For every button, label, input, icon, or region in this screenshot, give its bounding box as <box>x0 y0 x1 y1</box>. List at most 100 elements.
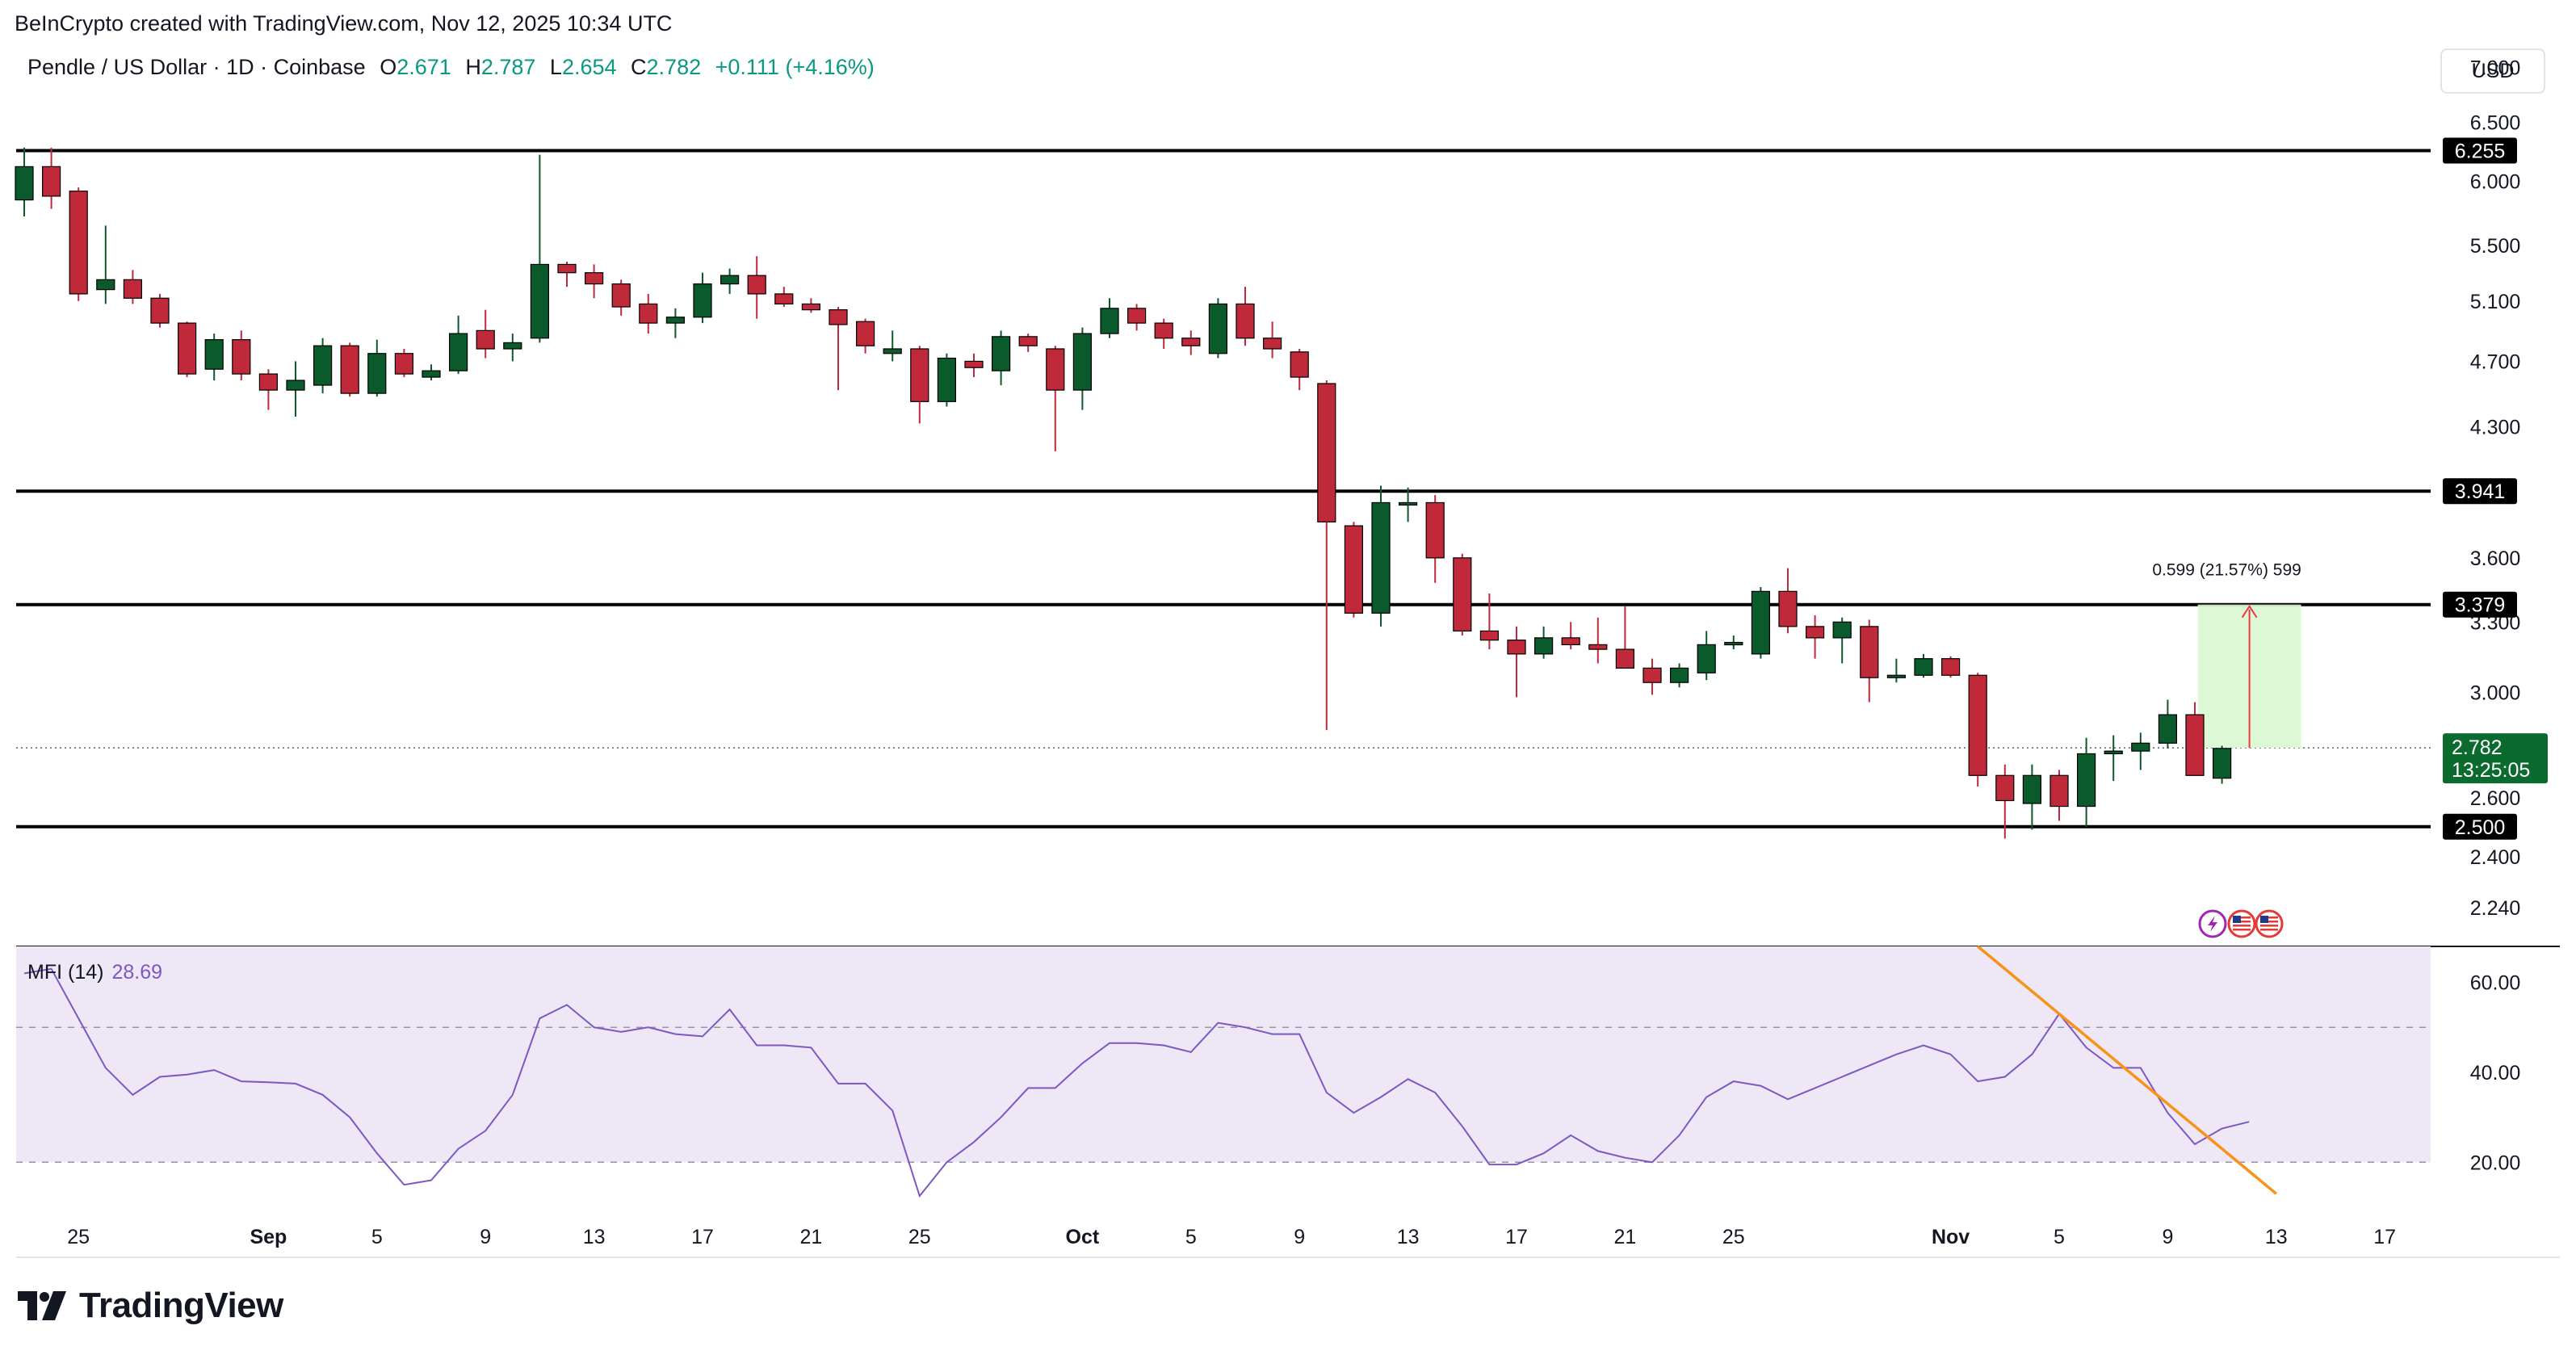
candle-2025-10-19 <box>1561 622 1580 650</box>
candle-2025-10-01 <box>1072 327 1093 410</box>
candle-body <box>1262 338 1282 350</box>
tradingview-logo-icon <box>18 1291 66 1320</box>
candle-body <box>1371 501 1391 614</box>
candle-2025-11-03 <box>1968 673 1987 787</box>
candle-2025-10-25 <box>1724 636 1743 650</box>
candle-body <box>2185 714 2205 776</box>
candle-2025-11-01 <box>1914 653 1933 678</box>
candle-body <box>422 370 441 378</box>
level-tag-bg-3.941 <box>2443 478 2517 505</box>
candle-2025-10-20 <box>1588 617 1608 664</box>
time-tick-Oct: Oct <box>1066 1226 1100 1248</box>
candle-2025-08-26 <box>96 225 115 304</box>
candle-2025-08-27 <box>123 270 142 304</box>
candle-body <box>448 333 468 371</box>
candle-body <box>1154 322 1173 339</box>
candle-body <box>1208 303 1228 354</box>
candle-body <box>937 357 957 402</box>
time-tick-13: 13 <box>2265 1226 2288 1248</box>
candle-body <box>123 279 142 299</box>
measure-arrow-head <box>2241 604 2258 619</box>
price-range-measure: 0.599 (21.57%) 599 <box>2152 561 2301 749</box>
price-tick-5.500: 5.500 <box>2470 235 2521 258</box>
candle-body <box>855 321 875 346</box>
candle-2025-11-07 <box>2077 737 2096 827</box>
candle-2025-10-08 <box>1262 321 1282 359</box>
us-flag-stripe <box>2233 925 2251 927</box>
mfi-trendline <box>1977 945 2277 1195</box>
candle-body <box>313 345 333 386</box>
candle-body <box>2104 750 2123 755</box>
time-tick-17: 17 <box>691 1226 714 1248</box>
level-tag-bg-3.379 <box>2443 591 2517 618</box>
time-tick-13: 13 <box>583 1226 606 1248</box>
candle-2025-10-13 <box>1398 487 1418 522</box>
us-flag-icon <box>2255 909 2284 938</box>
us-flag-canton <box>2233 916 2241 923</box>
time-tick-13: 13 <box>1397 1226 1420 1248</box>
level-tag-3.941: 3.941 <box>2455 480 2506 503</box>
candle-2025-09-28 <box>991 330 1011 386</box>
measure-label: 0.599 (21.57%) 599 <box>2152 561 2301 580</box>
level-tag-6.255: 6.255 <box>2455 140 2506 162</box>
candle-2025-10-07 <box>1236 287 1255 346</box>
candle-2025-09-19 <box>747 256 766 319</box>
mfi-tick-60.00: 60.00 <box>2470 972 2521 995</box>
chart-credit: BeInCrypto created with TradingView.com,… <box>15 11 673 36</box>
candle-body <box>41 166 61 197</box>
candle-body <box>1100 308 1119 334</box>
candle-2025-10-30 <box>1860 619 1879 703</box>
candlestick-series <box>15 147 2232 839</box>
price-axis[interactable]: 7.000 6.500 6.000 5.500 5.100 4.700 4.300 3.600… <box>2443 57 2548 1175</box>
symbol-legend: Pendle / US Dollar · 1D · Coinbase O2.67… <box>27 55 875 80</box>
candle-body <box>1479 630 1500 641</box>
candle-body <box>2049 774 2069 808</box>
candle-body <box>1290 351 1309 378</box>
candle-2025-09-13 <box>584 264 604 299</box>
price-tick-5.100: 5.100 <box>2470 291 2521 313</box>
low-label: L <box>549 55 562 79</box>
candle-2025-09-23 <box>855 318 875 354</box>
candle-body <box>1724 641 1743 646</box>
candle-2025-10-14 <box>1425 495 1445 583</box>
low-value: 2.654 <box>561 55 617 79</box>
candle-body <box>232 339 251 375</box>
candle-body <box>1018 336 1038 346</box>
symbol-title: Pendle / US Dollar · 1D · Coinbase <box>27 55 366 79</box>
candle-body <box>204 339 224 370</box>
candle-2025-09-20 <box>774 287 794 308</box>
us-flag-icon <box>2227 909 2256 938</box>
candle-2025-08-30 <box>204 334 224 381</box>
candle-body <box>1995 774 2015 802</box>
candle-2025-10-03 <box>1126 304 1147 331</box>
candle-body <box>1507 640 1526 655</box>
candle-body <box>530 263 550 339</box>
candle-2025-10-06 <box>1208 298 1228 359</box>
change-value: +0.111 (+4.16%) <box>715 55 875 79</box>
candle-2025-09-12 <box>557 262 577 287</box>
candle-2025-08-29 <box>178 321 197 378</box>
candle-2025-09-26 <box>937 353 957 407</box>
price-tick-2.240: 2.240 <box>2470 897 2521 920</box>
time-axis[interactable]: 25 Sep 5 9 13 17 21 25 Oct 5 9 13 17 21 25 Nov 5 9 13 17 <box>67 1226 2396 1248</box>
candle-body <box>1344 525 1364 614</box>
candle-2025-09-17 <box>693 272 712 324</box>
candle-body <box>69 191 88 295</box>
candle-2025-10-29 <box>1832 617 1852 664</box>
currency-button[interactable]: USD <box>2440 48 2545 94</box>
candle-2025-10-22 <box>1643 658 1662 695</box>
candle-2025-09-24 <box>883 330 902 362</box>
candle-body <box>2131 742 2150 752</box>
candle-body <box>1860 626 1879 678</box>
candle-2025-09-01 <box>258 369 278 410</box>
candle-2025-10-28 <box>1806 615 1825 659</box>
candle-body <box>774 293 794 305</box>
candle-body <box>476 329 495 350</box>
candle-2025-09-05 <box>367 339 387 397</box>
high-label: H <box>465 55 481 79</box>
candle-2025-09-16 <box>665 308 686 338</box>
us-flag-stripe <box>2260 925 2278 927</box>
candle-2025-09-07 <box>422 364 441 381</box>
candle-2025-09-25 <box>910 346 929 424</box>
